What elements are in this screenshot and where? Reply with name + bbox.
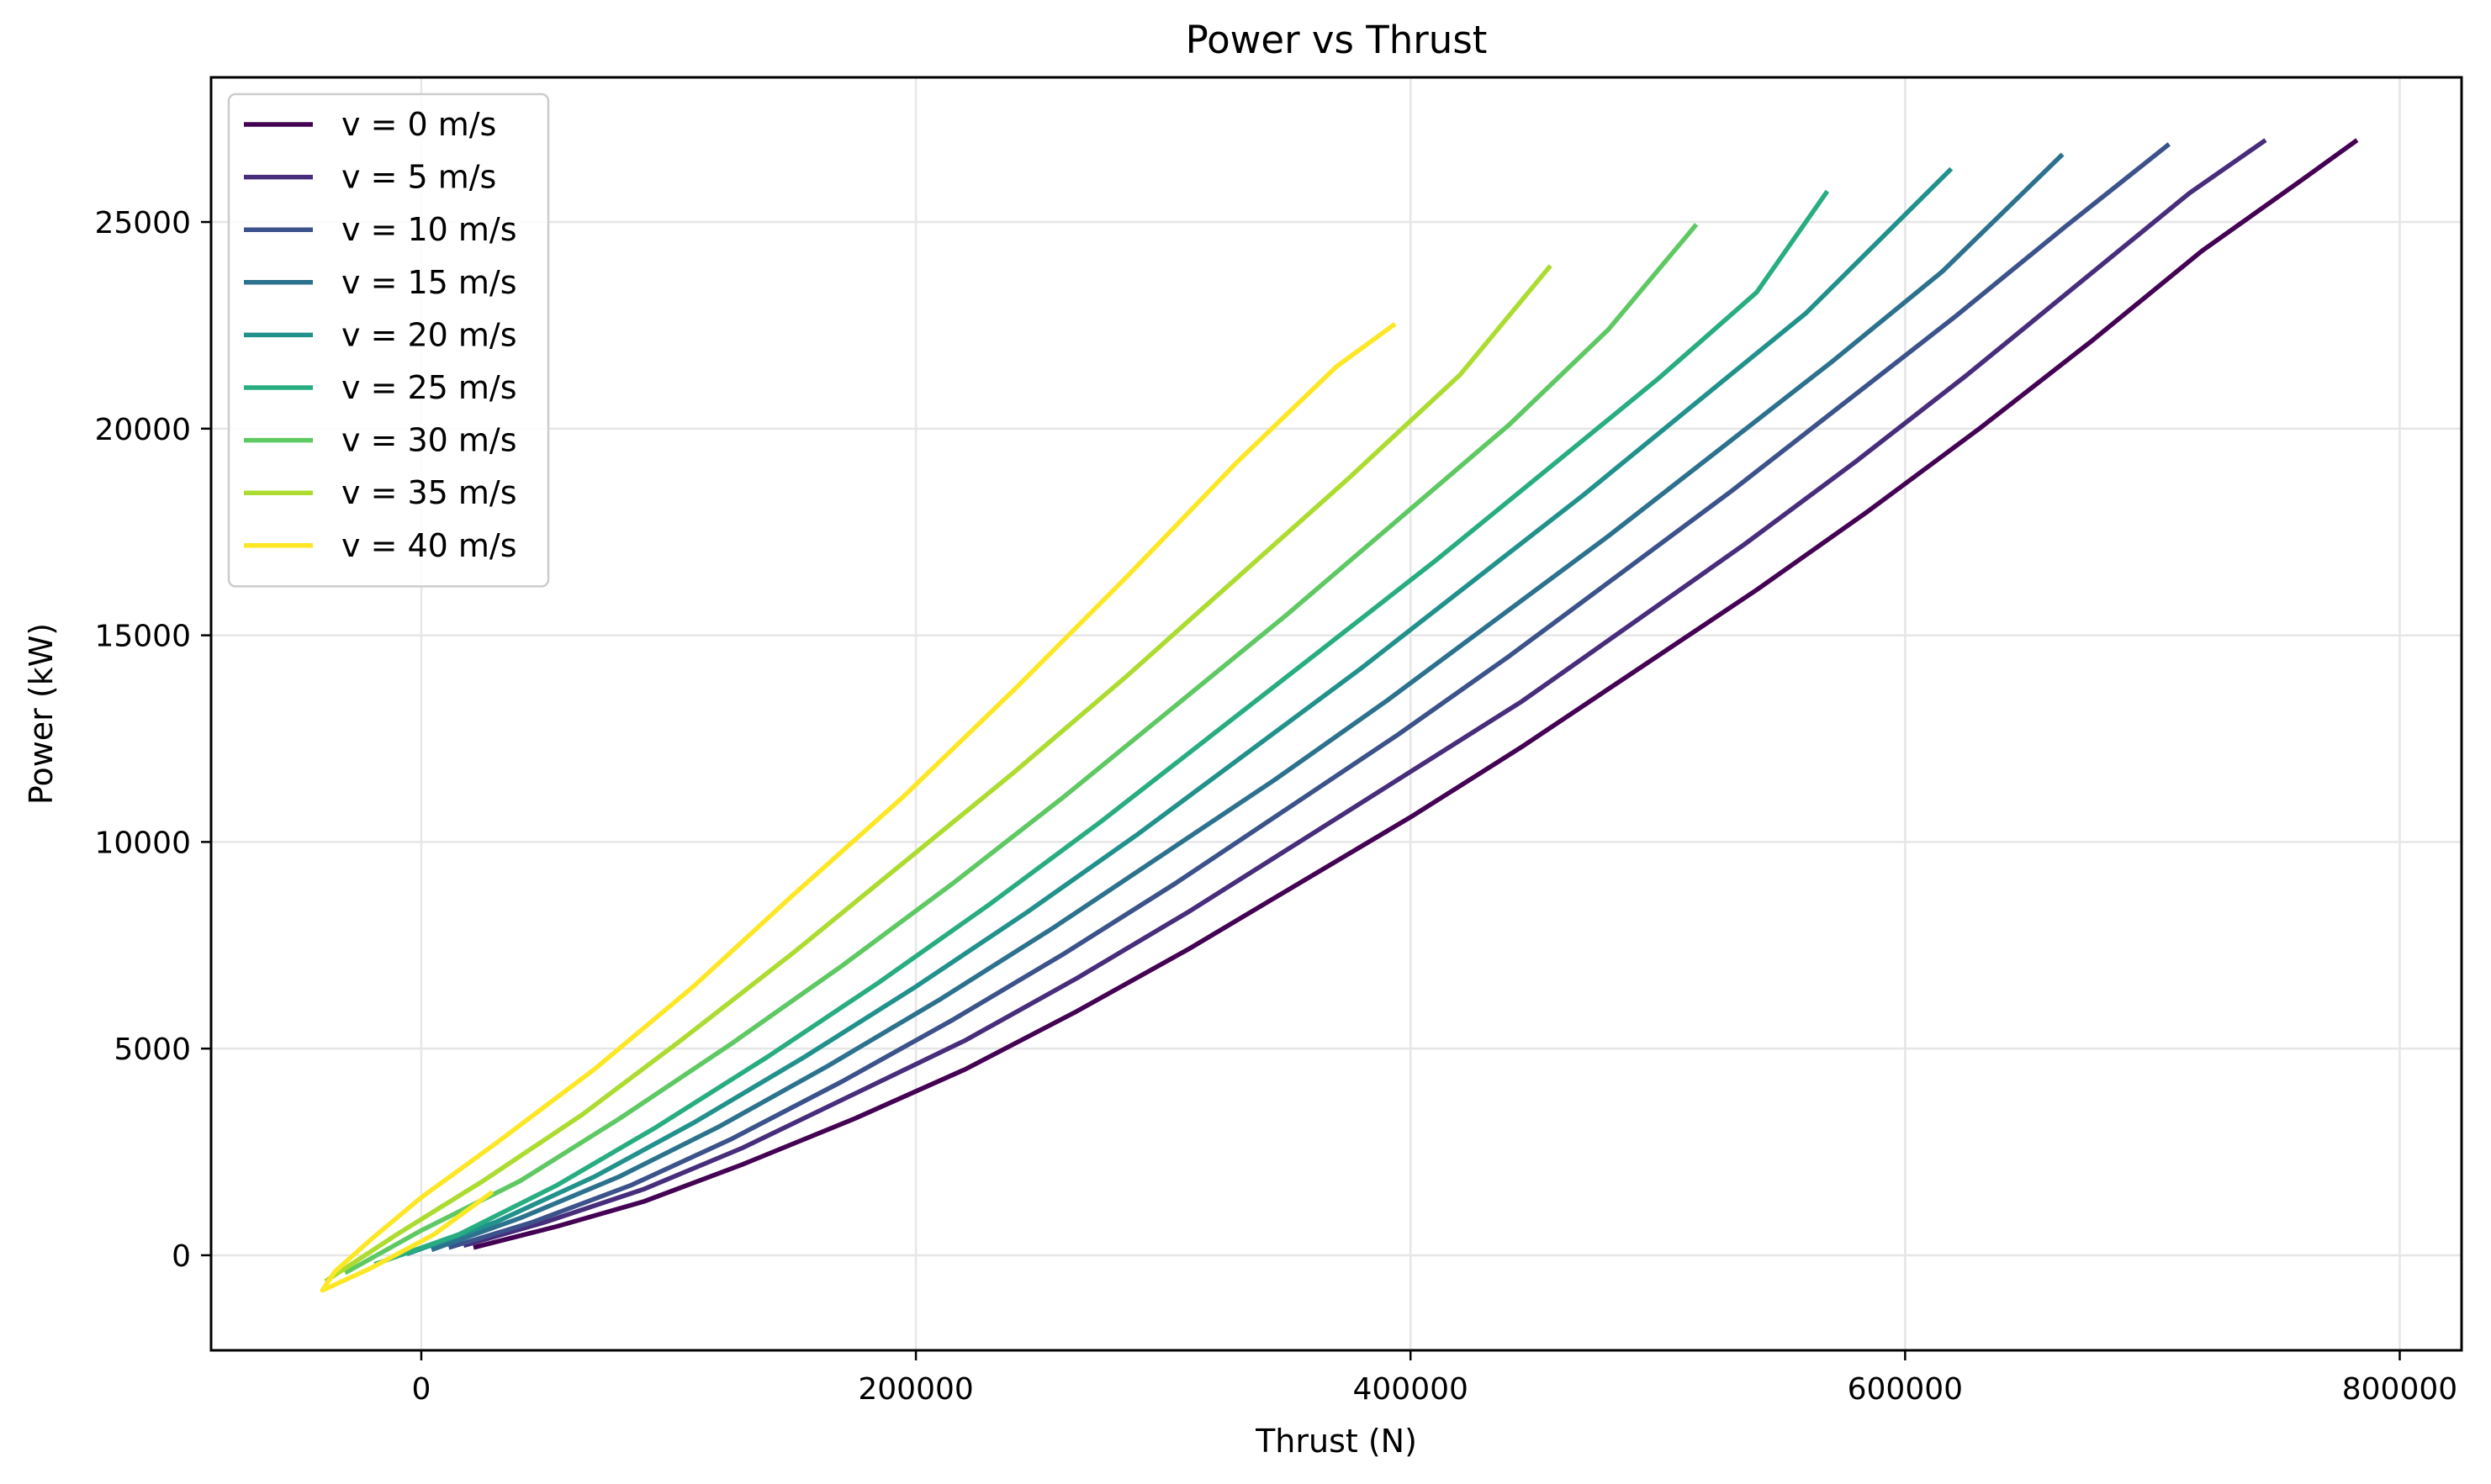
- series-line: [473, 138, 2359, 1250]
- legend-entry-label: v = 0 m/s: [341, 106, 496, 143]
- series-line: [373, 189, 1830, 1267]
- x-tick-label: 600000: [1848, 1372, 1963, 1407]
- legend-entry-label: v = 15 m/s: [341, 264, 517, 301]
- x-tick-label: 0: [412, 1372, 431, 1407]
- plot-frame: [209, 76, 2463, 1352]
- legend-entry-label: v = 40 m/s: [341, 527, 517, 564]
- y-tick-label: 0: [172, 1239, 191, 1274]
- series-line: [324, 264, 1552, 1284]
- series-line: [463, 138, 2267, 1249]
- x-tick-label: 200000: [858, 1372, 973, 1407]
- y-tick-label: 5000: [114, 1032, 191, 1067]
- grid: [211, 77, 2462, 1350]
- legend-entry-label: v = 35 m/s: [341, 474, 517, 511]
- legend-entry-label: v = 20 m/s: [341, 316, 517, 353]
- series-lines: [320, 138, 2359, 1293]
- legend-entry-label: v = 10 m/s: [341, 211, 517, 248]
- x-tick-label: 400000: [1353, 1372, 1468, 1407]
- legend-entry-label: v = 5 m/s: [341, 159, 496, 196]
- legend-box: [227, 92, 550, 588]
- chart-title: Power vs Thrust: [1186, 18, 1488, 62]
- y-tick-label: 20000: [94, 413, 191, 447]
- series-line: [343, 223, 1699, 1275]
- y-axis-label: Power (kW): [23, 623, 60, 805]
- series-line: [447, 142, 2171, 1250]
- y-tick-label: 25000: [94, 206, 191, 240]
- x-axis-label: Thrust (N): [1255, 1423, 1417, 1460]
- y-tick-label: 15000: [94, 620, 191, 654]
- legend-entry-label: v = 25 m/s: [341, 369, 517, 406]
- legend-entry-label: v = 30 m/s: [341, 422, 517, 459]
- series-line: [405, 166, 1954, 1257]
- x-tick-label: 800000: [2342, 1372, 2457, 1407]
- y-tick-label: 10000: [94, 826, 191, 860]
- legend: v = 0 m/s v = 5 m/s v = 10 m/s v = 15 m/s v …: [227, 92, 550, 588]
- axis-ticks: 0 200000 400000 600000 800000 0 5000 10000 15000…: [94, 206, 2457, 1407]
- series-line: [320, 322, 1397, 1293]
- series-line: [431, 152, 2065, 1253]
